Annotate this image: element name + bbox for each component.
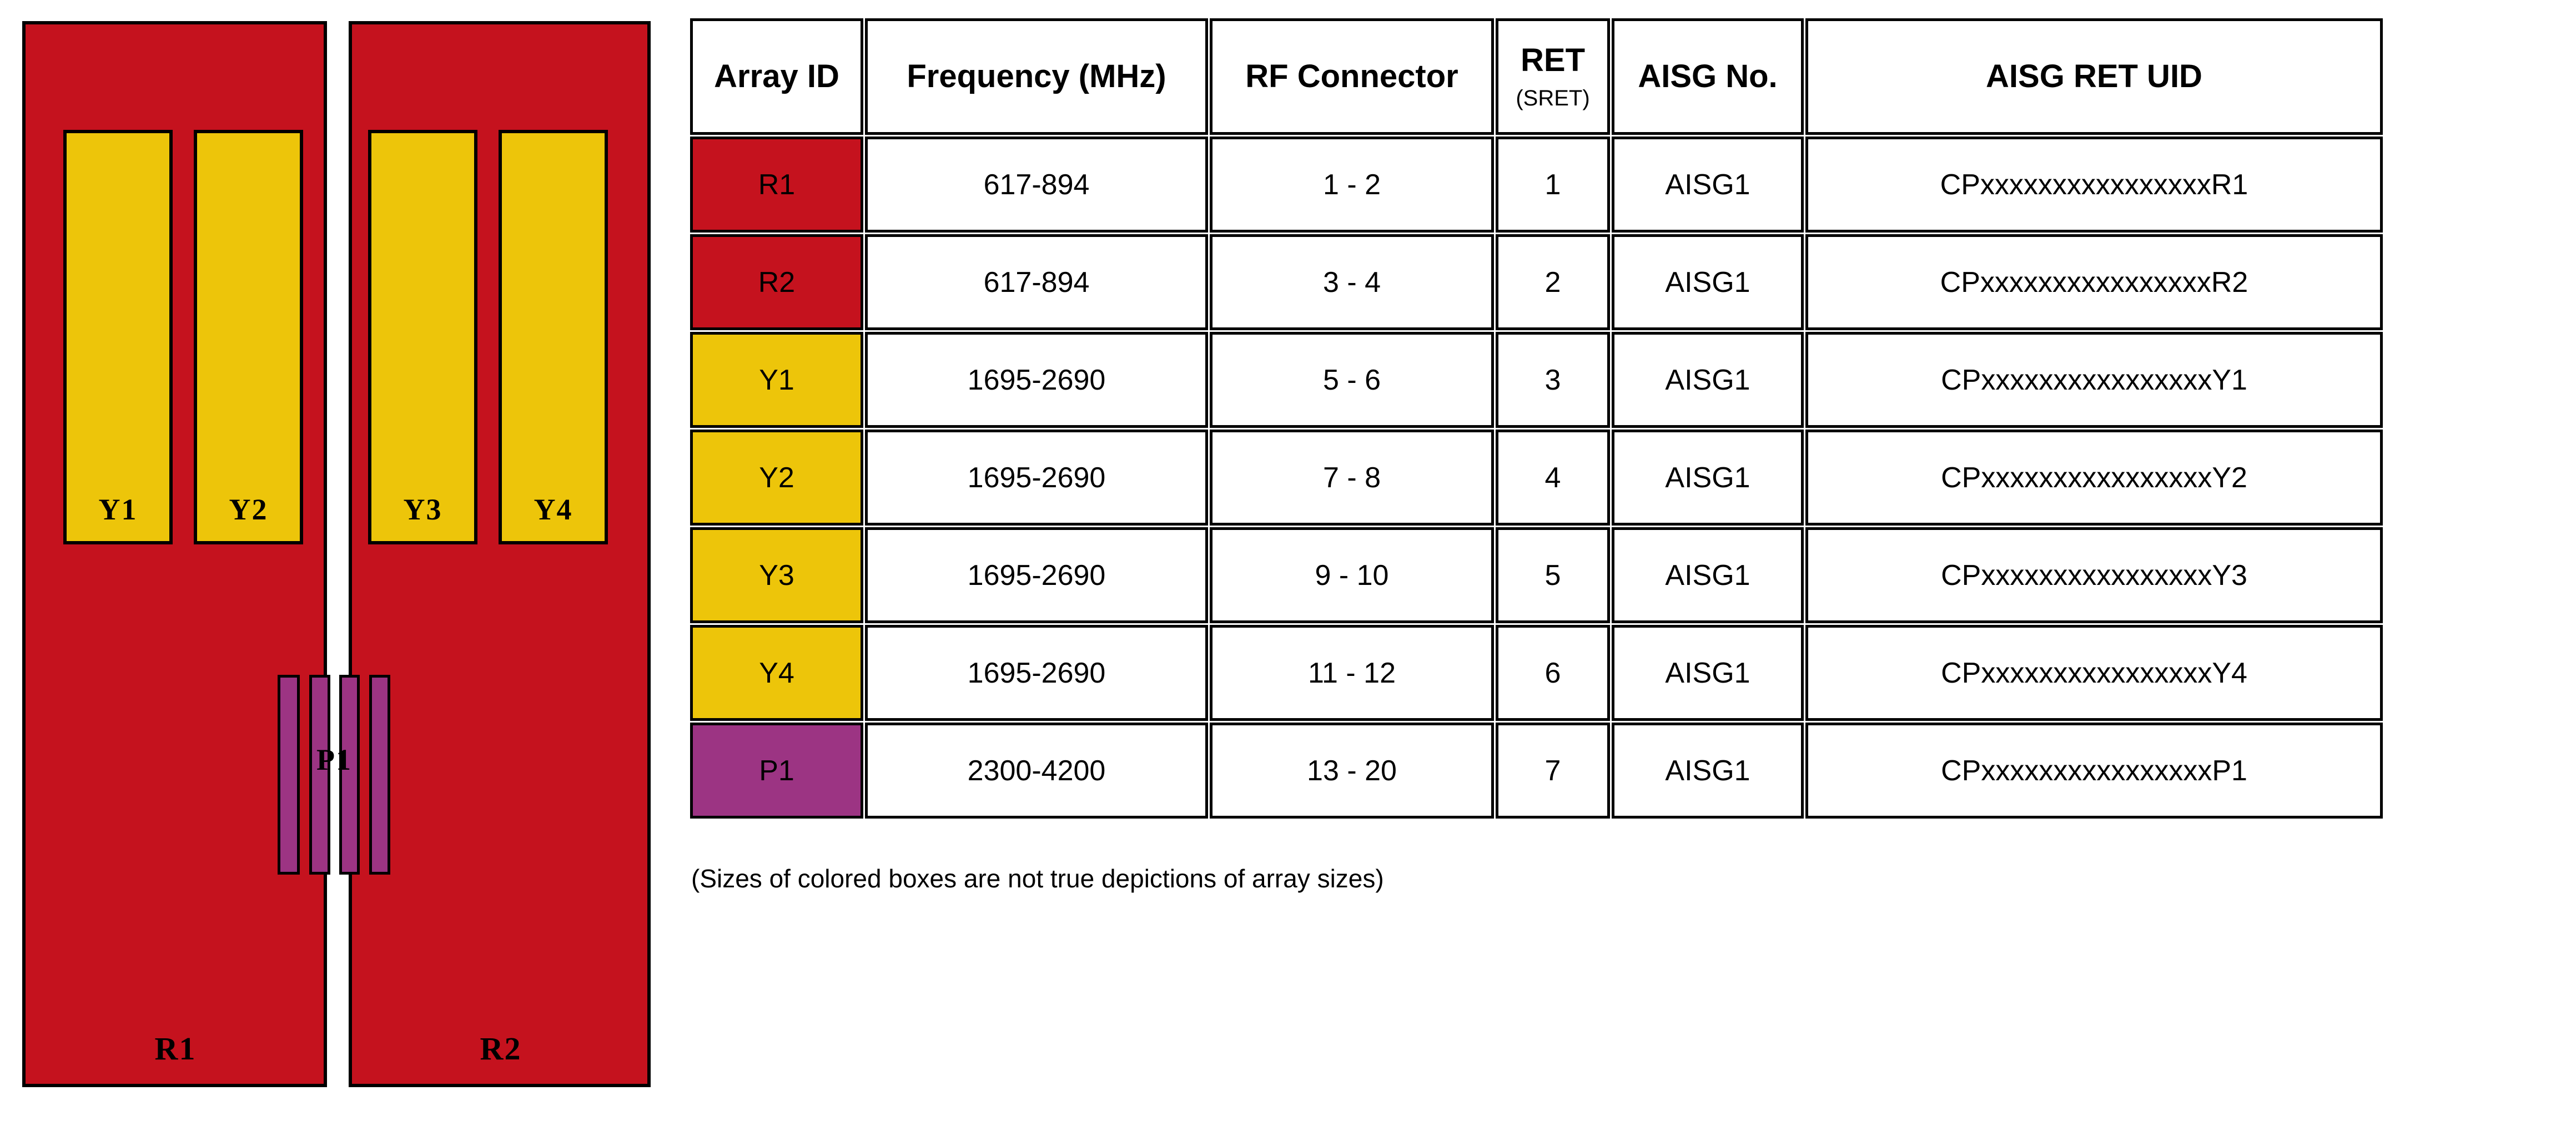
aisg-no-cell: AISG1 bbox=[1612, 137, 1804, 233]
col-header-array-id: Array ID bbox=[690, 18, 863, 135]
table-row: Y1 1695-2690 5 - 6 3 AISG1 CPxxxxxxxxxxx… bbox=[690, 332, 2383, 428]
array-r1-label: R1 bbox=[154, 1031, 197, 1067]
array-p1-label: P1 bbox=[316, 743, 352, 776]
rf-connector-cell: 3 - 4 bbox=[1210, 234, 1494, 330]
rf-connector-cell: 11 - 12 bbox=[1210, 625, 1494, 721]
frequency-cell: 1695-2690 bbox=[865, 527, 1208, 623]
aisg-no-cell: AISG1 bbox=[1612, 234, 1804, 330]
array-id-cell: Y3 bbox=[690, 527, 863, 623]
col-header-rf-connector: RF Connector bbox=[1210, 18, 1494, 135]
aisg-ret-uid-cell: CPxxxxxxxxxxxxxxxxR2 bbox=[1805, 234, 2383, 330]
array-p1-strip bbox=[369, 675, 390, 875]
table-row: Y2 1695-2690 7 - 8 4 AISG1 CPxxxxxxxxxxx… bbox=[690, 430, 2383, 526]
size-disclaimer-note: (Sizes of colored boxes are not true dep… bbox=[691, 864, 1384, 893]
ret-cell: 4 bbox=[1496, 430, 1610, 526]
array-p1-strip bbox=[339, 675, 360, 875]
aisg-no-cell: AISG1 bbox=[1612, 527, 1804, 623]
aisg-ret-uid-cell: CPxxxxxxxxxxxxxxxxY4 bbox=[1805, 625, 2383, 721]
aisg-ret-uid-cell: CPxxxxxxxxxxxxxxxxY2 bbox=[1805, 430, 2383, 526]
array-id-cell: P1 bbox=[690, 723, 863, 819]
frequency-cell: 1695-2690 bbox=[865, 625, 1208, 721]
col-header-aisg-no: AISG No. bbox=[1612, 18, 1804, 135]
frequency-cell: 617-894 bbox=[865, 234, 1208, 330]
ret-cell: 6 bbox=[1496, 625, 1610, 721]
array-y2-label: Y2 bbox=[229, 493, 268, 526]
array-id-cell: Y4 bbox=[690, 625, 863, 721]
ret-cell: 1 bbox=[1496, 137, 1610, 233]
ret-cell: 2 bbox=[1496, 234, 1610, 330]
col-header-aisg-ret-uid: AISG RET UID bbox=[1805, 18, 2383, 135]
ret-cell: 5 bbox=[1496, 527, 1610, 623]
array-id-cell: R2 bbox=[690, 234, 863, 330]
array-id-cell: Y1 bbox=[690, 332, 863, 428]
rf-connector-cell: 1 - 2 bbox=[1210, 137, 1494, 233]
array-y3-label: Y3 bbox=[403, 493, 442, 526]
aisg-ret-uid-cell: CPxxxxxxxxxxxxxxxxY3 bbox=[1805, 527, 2383, 623]
table-row: Y3 1695-2690 9 - 10 5 AISG1 CPxxxxxxxxxx… bbox=[690, 527, 2383, 623]
array-configuration-table: Array ID Frequency (MHz) RF Connector RE… bbox=[688, 17, 2384, 820]
col-header-frequency: Frequency (MHz) bbox=[865, 18, 1208, 135]
table-row: Y4 1695-2690 11 - 12 6 AISG1 CPxxxxxxxxx… bbox=[690, 625, 2383, 721]
array-id-cell: R1 bbox=[690, 137, 863, 233]
rf-connector-cell: 9 - 10 bbox=[1210, 527, 1494, 623]
aisg-no-cell: AISG1 bbox=[1612, 430, 1804, 526]
array-y2-box: Y2 bbox=[194, 130, 303, 544]
rf-connector-cell: 7 - 8 bbox=[1210, 430, 1494, 526]
array-r2-label: R2 bbox=[480, 1031, 522, 1067]
aisg-no-cell: AISG1 bbox=[1612, 332, 1804, 428]
rf-connector-cell: 13 - 20 bbox=[1210, 723, 1494, 819]
array-p1-strip bbox=[278, 675, 300, 875]
table-row: R2 617-894 3 - 4 2 AISG1 CPxxxxxxxxxxxxx… bbox=[690, 234, 2383, 330]
table-row: P1 2300-4200 13 - 20 7 AISG1 CPxxxxxxxxx… bbox=[690, 723, 2383, 819]
frequency-cell: 1695-2690 bbox=[865, 332, 1208, 428]
array-y4-label: Y4 bbox=[534, 493, 573, 526]
col-header-ret: RET (SRET) bbox=[1496, 18, 1610, 135]
table-row: R1 617-894 1 - 2 1 AISG1 CPxxxxxxxxxxxxx… bbox=[690, 137, 2383, 233]
array-y1-label: Y1 bbox=[98, 493, 138, 526]
array-y3-box: Y3 bbox=[368, 130, 477, 544]
ret-cell: 3 bbox=[1496, 332, 1610, 428]
array-y1-box: Y1 bbox=[63, 130, 173, 544]
aisg-ret-uid-cell: CPxxxxxxxxxxxxxxxxR1 bbox=[1805, 137, 2383, 233]
aisg-ret-uid-cell: CPxxxxxxxxxxxxxxxxY1 bbox=[1805, 332, 2383, 428]
frequency-cell: 1695-2690 bbox=[865, 430, 1208, 526]
rf-connector-cell: 5 - 6 bbox=[1210, 332, 1494, 428]
aisg-ret-uid-cell: CPxxxxxxxxxxxxxxxxP1 bbox=[1805, 723, 2383, 819]
frequency-cell: 2300-4200 bbox=[865, 723, 1208, 819]
aisg-no-cell: AISG1 bbox=[1612, 723, 1804, 819]
ret-header-sub: (SRET) bbox=[1516, 86, 1590, 111]
array-id-cell: Y2 bbox=[690, 430, 863, 526]
array-y4-box: Y4 bbox=[499, 130, 608, 544]
header-row: Array ID Frequency (MHz) RF Connector RE… bbox=[690, 18, 2383, 135]
aisg-no-cell: AISG1 bbox=[1612, 625, 1804, 721]
frequency-cell: 617-894 bbox=[865, 137, 1208, 233]
array-p1-strip bbox=[309, 675, 330, 875]
ret-cell: 7 bbox=[1496, 723, 1610, 819]
ret-header-main: RET bbox=[1521, 42, 1585, 78]
